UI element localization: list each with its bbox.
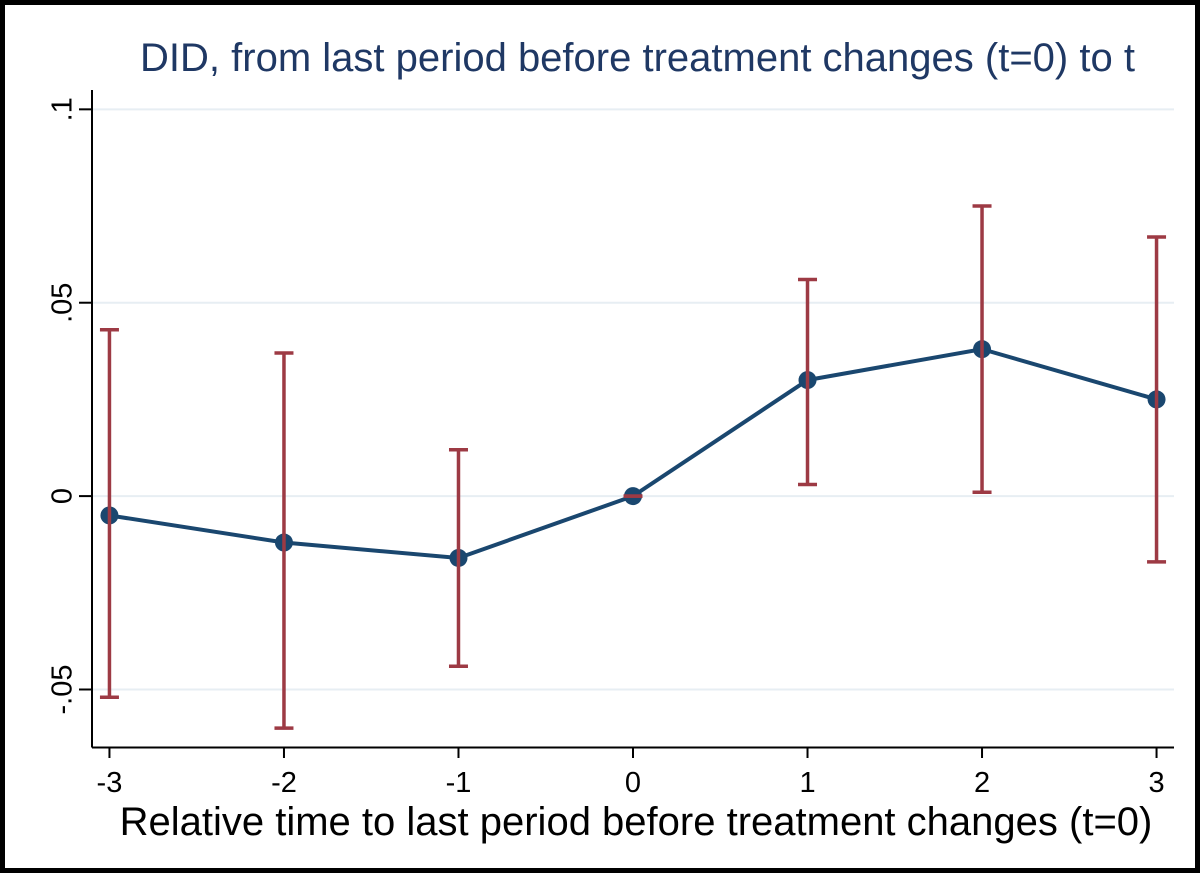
y-tick-label: 0 bbox=[46, 488, 78, 504]
y-tick-label: -.05 bbox=[46, 664, 78, 714]
y-tick-label: .1 bbox=[46, 97, 78, 121]
x-tick-label: -1 bbox=[446, 767, 472, 799]
x-tick-label: 2 bbox=[974, 767, 990, 799]
x-tick-label: 0 bbox=[625, 767, 641, 799]
y-tick-label: .05 bbox=[46, 283, 78, 323]
chart-title: DID, from last period before treatment c… bbox=[140, 36, 1135, 80]
x-tick-label: 1 bbox=[799, 767, 815, 799]
x-tick-label: -3 bbox=[97, 767, 123, 799]
did-event-study-plot: .1 .05 0 -.05 -3 -2 -1 0 1 2 3 bbox=[46, 90, 1174, 799]
x-axis-title: Relative time to last period before trea… bbox=[119, 800, 1153, 844]
estimate-line bbox=[109, 347, 1158, 561]
x-tick-label: -2 bbox=[271, 767, 297, 799]
x-tick-label: 3 bbox=[1148, 767, 1164, 799]
